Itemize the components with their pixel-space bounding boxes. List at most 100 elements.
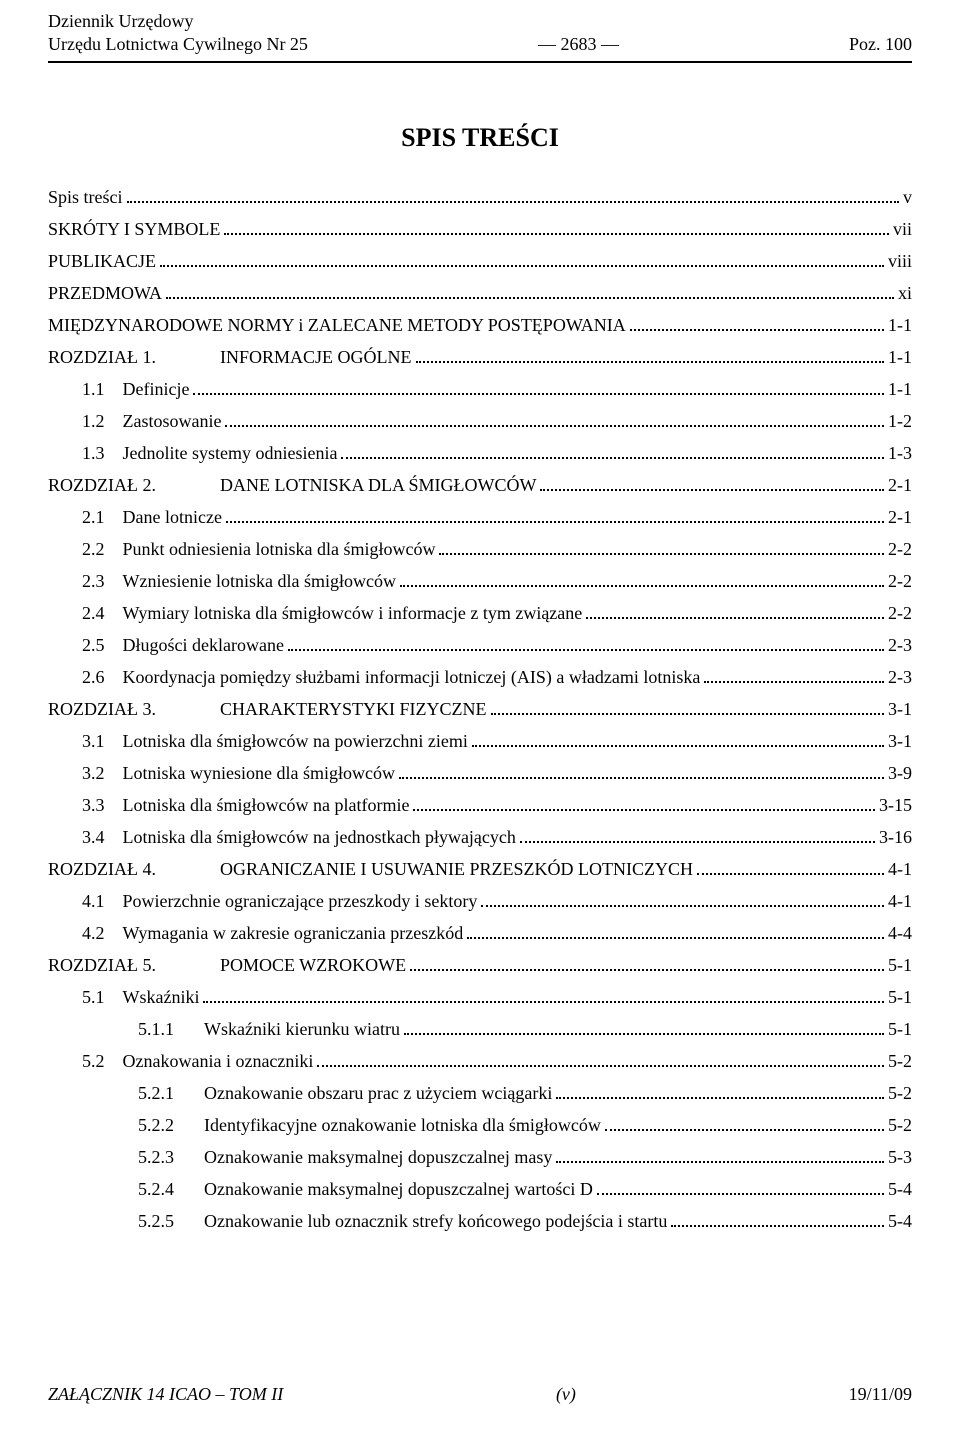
leader-dots	[404, 1022, 884, 1035]
footer-right: 19/11/09	[849, 1384, 912, 1405]
toc-page: 3-15	[879, 795, 912, 816]
toc-num: 5.2	[82, 1051, 105, 1072]
toc-row: 5.2.4Oznakowanie maksymalnej dopuszczaln…	[48, 1179, 912, 1200]
toc-label: PRZEDMOWA	[48, 283, 162, 304]
header-rule	[48, 61, 912, 63]
toc-label: Lotniska dla śmigłowców na powierzchni z…	[123, 731, 468, 752]
toc-page: 5-2	[888, 1083, 912, 1104]
toc-num: 2.5	[82, 635, 105, 656]
toc-num: 5.2.5	[138, 1211, 186, 1232]
toc-label: Lotniska dla śmigłowców na jednostkach p…	[123, 827, 516, 848]
leader-dots	[410, 958, 884, 971]
toc-num: 3.3	[82, 795, 105, 816]
header-position: Poz. 100	[849, 34, 912, 55]
toc-row: 2.3Wzniesienie lotniska dla śmigłowców 2…	[48, 571, 912, 592]
leader-dots	[160, 254, 884, 267]
toc-page: 2-1	[888, 475, 912, 496]
toc-row: 2.4Wymiary lotniska dla śmigłowców i inf…	[48, 603, 912, 624]
toc-label: Oznakowanie obszaru prac z użyciem wciąg…	[204, 1083, 552, 1104]
toc-num: 2.2	[82, 539, 105, 560]
toc-page: 2-2	[888, 539, 912, 560]
toc-row: 5.2Oznakowania i oznaczniki 5-2	[48, 1051, 912, 1072]
toc-row: 2.5Długości deklarowane 2-3	[48, 635, 912, 656]
toc-num: 5.1.1	[138, 1019, 186, 1040]
leader-dots	[226, 510, 884, 523]
toc-label: Wymagania w zakresie ograniczania przesz…	[123, 923, 464, 944]
toc-page: 2-1	[888, 507, 912, 528]
leader-dots	[193, 382, 884, 395]
toc-page: v	[903, 187, 912, 208]
toc-page: 4-1	[888, 859, 912, 880]
toc-num: 4.1	[82, 891, 105, 912]
toc-chapter-label: ROZDZIAŁ 5.	[48, 955, 156, 976]
leader-dots	[481, 894, 884, 907]
toc-page: 2-3	[888, 635, 912, 656]
toc-row: 1.1Definicje 1-1	[48, 379, 912, 400]
toc-page: 1-1	[888, 347, 912, 368]
toc-num: 3.2	[82, 763, 105, 784]
toc-row: 5.2.2 Identyfikacyjne oznakowanie lotnisk…	[48, 1115, 912, 1136]
toc-chapter-label: ROZDZIAŁ 2.	[48, 475, 156, 496]
toc-label: Wzniesienie lotniska dla śmigłowców	[123, 571, 396, 592]
toc-row: 4.1Powierzchnie ograniczające przeszkody…	[48, 891, 912, 912]
toc-num: 5.2.3	[138, 1147, 186, 1168]
toc-row: ROZDZIAŁ 4. OGRANICZANIE I USUWANIE PRZES…	[48, 859, 912, 880]
toc-row: MIĘDZYNARODOWE NORMY i ZALECANE METODY P…	[48, 315, 912, 336]
toc-num: 4.2	[82, 923, 105, 944]
toc-chapter-label: ROZDZIAŁ 4.	[48, 859, 156, 880]
toc-num: 1.2	[82, 411, 105, 432]
leader-dots	[224, 222, 889, 235]
toc-page: 4-4	[888, 923, 912, 944]
toc-chapter-label: ROZDZIAŁ 3.	[48, 699, 156, 720]
toc-row: 3.4Lotniska dla śmigłowców na jednostkac…	[48, 827, 912, 848]
toc-section-label: OGRANICZANIE I USUWANIE PRZESZKÓD LOTNIC…	[220, 859, 693, 880]
header-left: Dziennik Urzędowy Urzędu Lotnictwa Cywil…	[48, 10, 308, 55]
leader-dots	[472, 734, 884, 747]
leader-dots	[203, 990, 884, 1003]
toc-page: xi	[898, 283, 912, 304]
journal-title: Dziennik Urzędowy	[48, 10, 308, 33]
toc-num: 5.2.2	[138, 1115, 186, 1136]
toc-section-label: DANE LOTNISKA DLA ŚMIGŁOWCÓW	[220, 475, 536, 496]
toc-page: viii	[888, 251, 912, 272]
toc-page: vii	[893, 219, 912, 240]
toc-row: ROZDZIAŁ 5.POMOCE WZROKOWE 5-1	[48, 955, 912, 976]
toc-page: 4-1	[888, 891, 912, 912]
footer-left: ZAŁĄCZNIK 14 ICAO – TOM II	[48, 1384, 283, 1405]
toc-num: 3.1	[82, 731, 105, 752]
page-footer: ZAŁĄCZNIK 14 ICAO – TOM II (v) 19/11/09	[48, 1384, 912, 1405]
leader-dots	[491, 702, 885, 715]
toc-row: PRZEDMOWA xi	[48, 283, 912, 304]
toc-page: 2-2	[888, 603, 912, 624]
toc-row: 3.1 Lotniska dla śmigłowców na powierzchn…	[48, 731, 912, 752]
toc-page: 5-1	[888, 1019, 912, 1040]
toc-label: Oznakowania i oznaczniki	[123, 1051, 314, 1072]
toc-page: 1-2	[888, 411, 912, 432]
toc-section-label: CHARAKTERYSTYKI FIZYCZNE	[220, 699, 487, 720]
toc-row: 2.2Punkt odniesienia lotniska dla śmigło…	[48, 539, 912, 560]
toc-num: 2.1	[82, 507, 105, 528]
toc-label: Zastosowanie	[123, 411, 222, 432]
toc-row: 5.2.3 Oznakowanie maksymalnej dopuszczaln…	[48, 1147, 912, 1168]
leader-dots	[605, 1118, 884, 1131]
toc-row: 2.1 Dane lotnicze 2-1	[48, 507, 912, 528]
toc-label: Oznakowanie maksymalnej dopuszczalnej ma…	[204, 1147, 552, 1168]
toc-label: Oznakowanie lub oznacznik strefy końcowe…	[204, 1211, 667, 1232]
toc-label: Spis treści	[48, 187, 123, 208]
toc-page: 5-2	[888, 1115, 912, 1136]
leader-dots	[556, 1150, 884, 1163]
leader-dots	[704, 670, 884, 683]
toc-row: Spis treści v	[48, 187, 912, 208]
header-page-number: — 2683 —	[538, 34, 619, 55]
leader-dots	[520, 830, 875, 843]
toc-label: Identyfikacyjne oznakowanie lotniska dla…	[204, 1115, 601, 1136]
toc-row: 2.6Koordynacja pomiędzy służbami informa…	[48, 667, 912, 688]
toc-label: Lotniska wyniesione dla śmigłowców	[123, 763, 395, 784]
toc-num: 2.4	[82, 603, 105, 624]
toc-num: 1.3	[82, 443, 105, 464]
toc-label: Dane lotnicze	[123, 507, 222, 528]
leader-dots	[586, 606, 884, 619]
page-title: SPIS TREŚCI	[48, 123, 912, 153]
toc-row: 5.2.1Oznakowanie obszaru prac z użyciem …	[48, 1083, 912, 1104]
leader-dots	[439, 542, 884, 555]
